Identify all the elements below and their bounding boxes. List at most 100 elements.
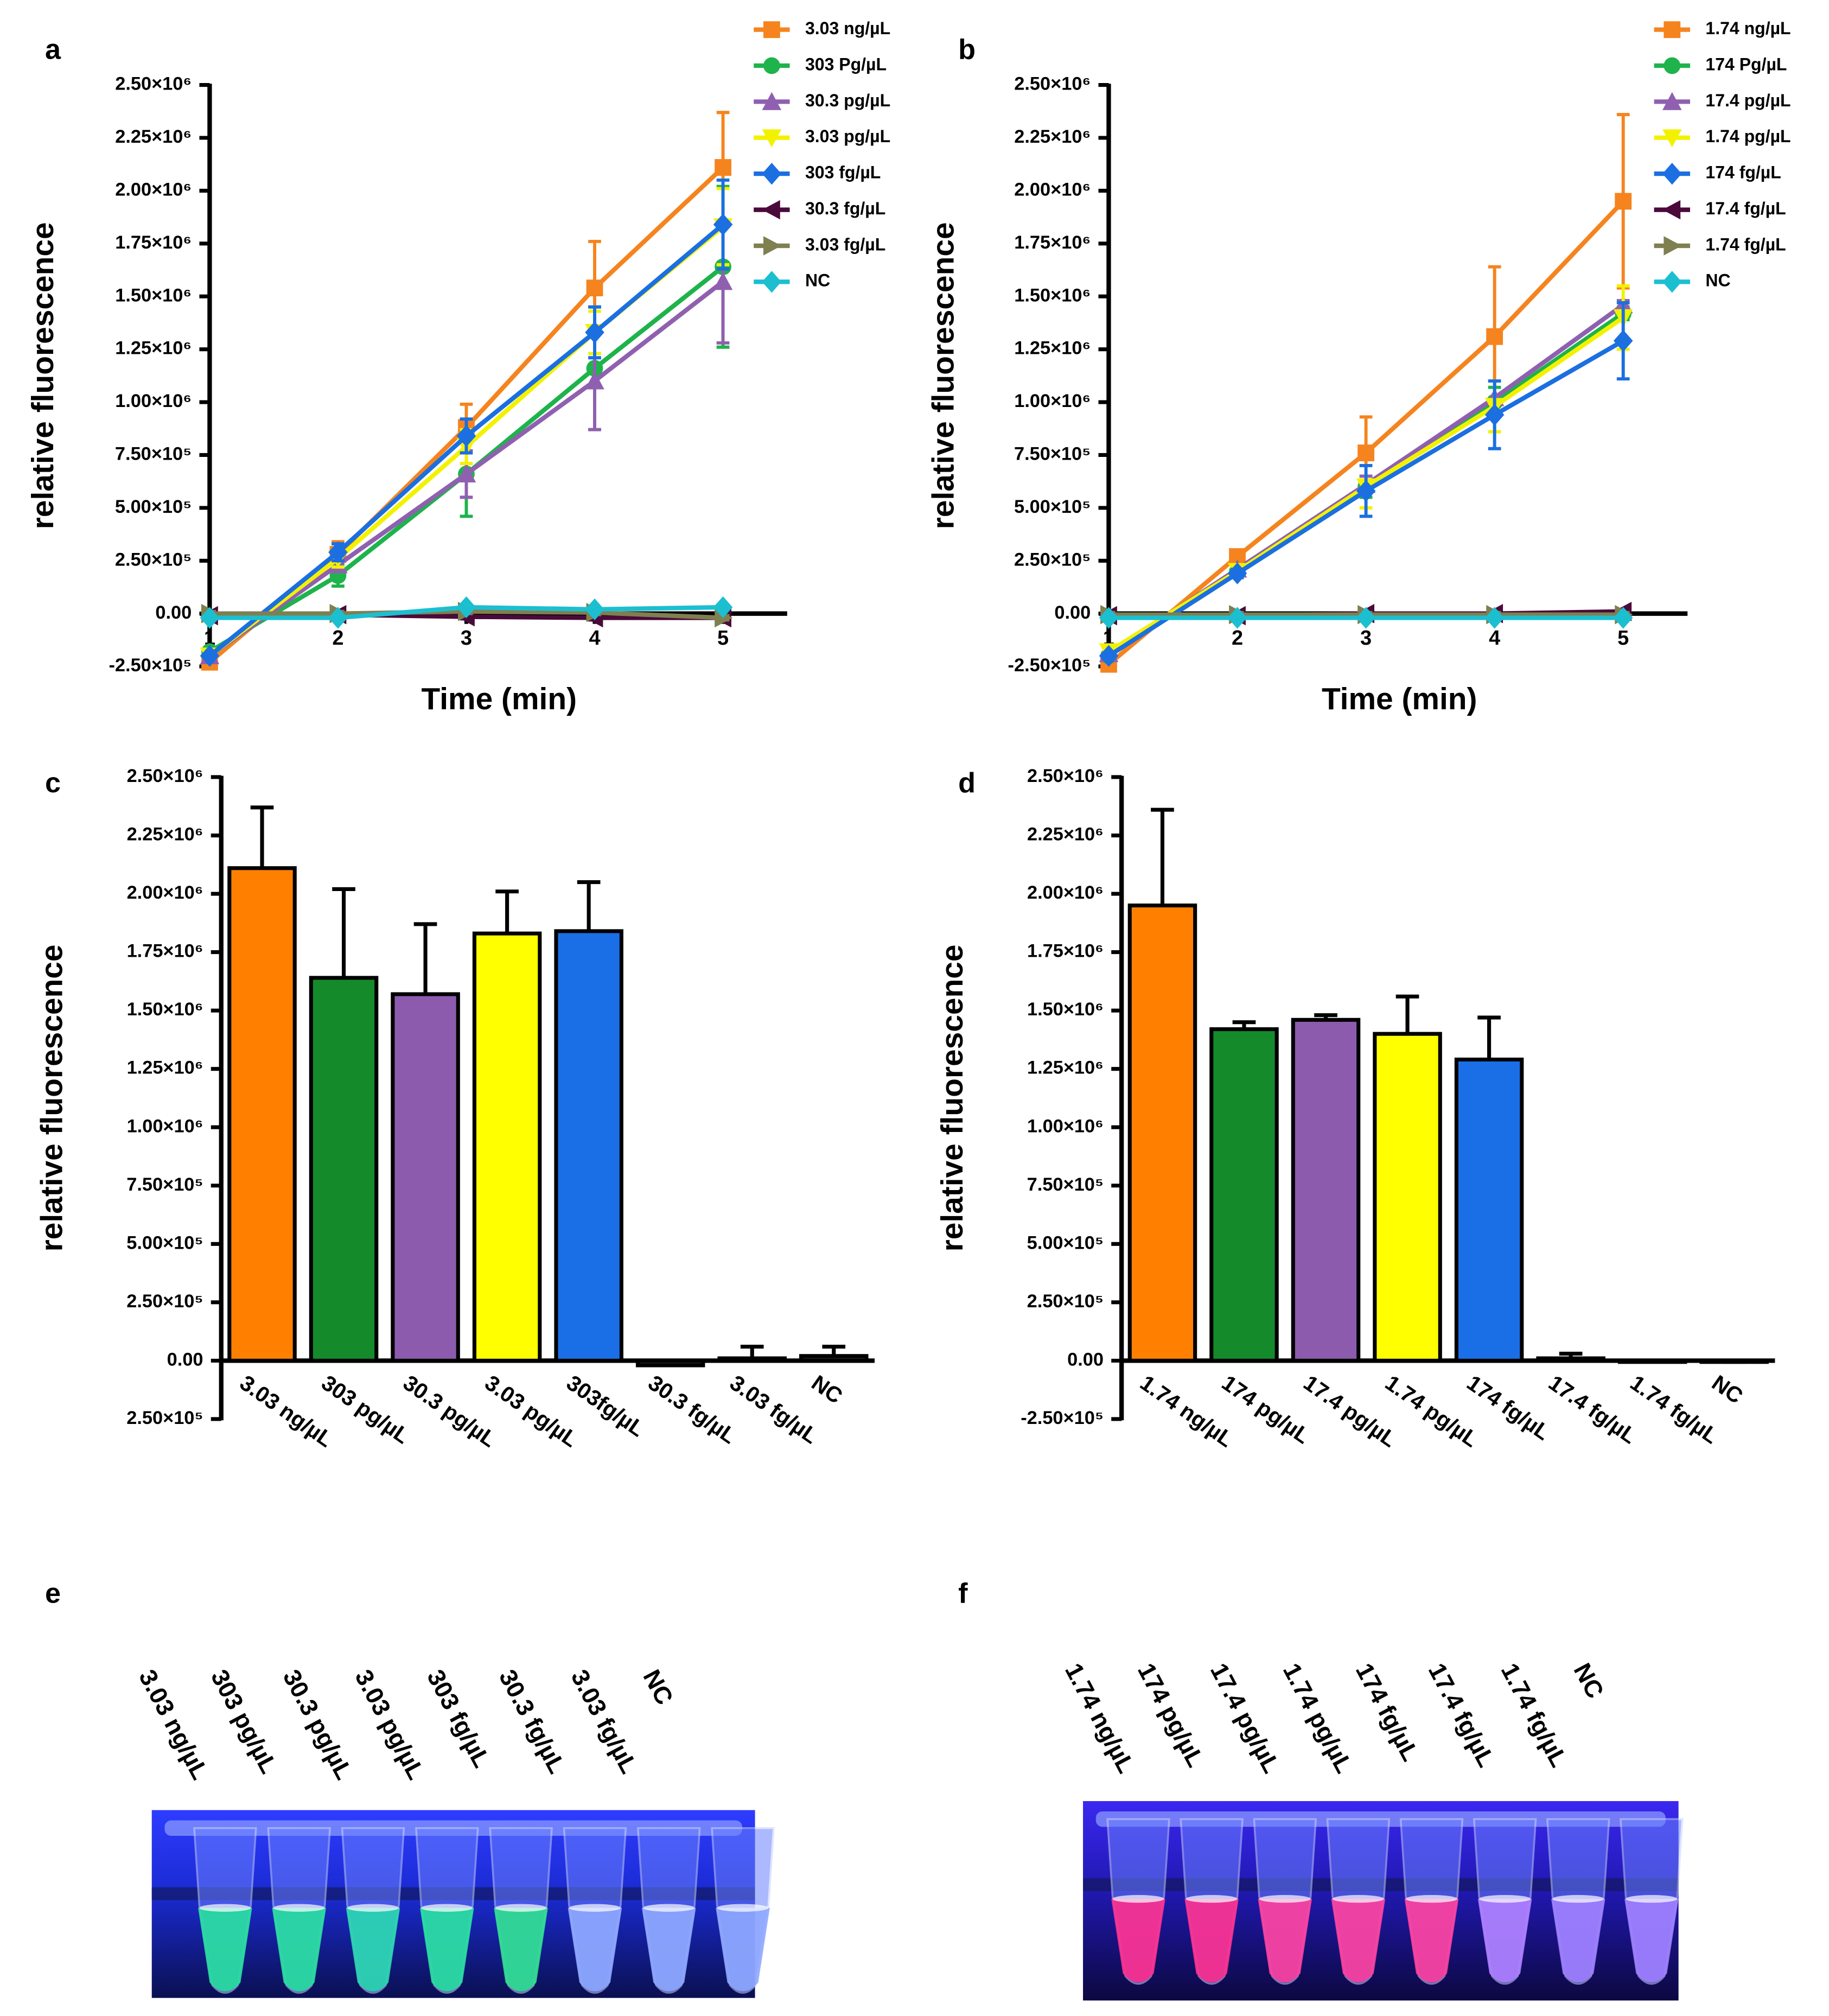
marker — [763, 236, 782, 256]
y-tick-label: 2.25×10⁶ — [1014, 126, 1091, 147]
bar — [635, 1358, 705, 1368]
marker — [1662, 163, 1682, 185]
marker — [1227, 562, 1247, 584]
tube-label: 3.03 fg/µL — [566, 1665, 643, 1778]
marker — [762, 271, 782, 293]
tube-meniscus — [1406, 1895, 1457, 1903]
marker — [328, 541, 348, 563]
marker — [586, 279, 603, 297]
y-axis-title: relative fluorescence — [26, 222, 60, 529]
error-bar — [332, 887, 355, 978]
legend-label: 303 fg/µL — [805, 163, 881, 182]
y-tick-label: 2.50×10⁵ — [115, 549, 192, 570]
tube-meniscus — [1552, 1895, 1604, 1903]
y-tick-label: 5.00×10⁵ — [115, 497, 192, 517]
y-tick-label: 1.75×10⁶ — [1014, 232, 1091, 253]
y-tick-label: 2.00×10⁶ — [1027, 882, 1104, 903]
marker — [1662, 92, 1682, 110]
bar — [554, 929, 623, 1363]
tube-label: 1.74 pg/µL — [1278, 1658, 1359, 1777]
y-tick-label: 1.75×10⁶ — [127, 941, 203, 962]
tube-label: 1.74 fg/µL — [1496, 1658, 1573, 1771]
y-tick-label: -2.50×10⁵ — [1008, 655, 1091, 676]
marker — [1664, 57, 1681, 74]
marker — [713, 272, 733, 290]
y-tick-label: 2.50×10⁶ — [115, 74, 192, 94]
marker — [200, 607, 220, 629]
bar — [799, 1354, 869, 1363]
error-bar — [1395, 994, 1419, 1034]
x-tick-label: 3 — [461, 627, 472, 650]
marker — [1099, 607, 1119, 629]
marker — [762, 163, 782, 185]
tube-meniscus — [569, 1904, 621, 1912]
y-tick-label: 2.25×10⁶ — [115, 126, 192, 147]
legend-label: 174 fg/µL — [1705, 163, 1781, 182]
y-axis-title: relative fluorescence — [926, 222, 960, 529]
tube-liquid — [1624, 1899, 1679, 1983]
tube-liquid — [568, 1907, 622, 1992]
marker — [1099, 645, 1119, 667]
marker — [1613, 329, 1633, 352]
tube-label: 174 fg/µL — [1350, 1658, 1425, 1765]
tube-meniscus — [199, 1904, 251, 1912]
legend-label: 3.03 fg/µL — [805, 234, 885, 254]
tube-label: 30.3 fg/µL — [494, 1665, 571, 1778]
tube-meniscus — [347, 1904, 399, 1912]
tube-liquid — [1331, 1899, 1386, 1983]
tube-meniscus — [1479, 1895, 1531, 1903]
y-tick-label: 0.00 — [1054, 602, 1091, 623]
y-tick-label: 2.50×10⁵ — [1014, 549, 1091, 570]
y-tick-label: 1.25×10⁶ — [1027, 1058, 1104, 1078]
y-tick-label: 1.25×10⁶ — [1014, 338, 1091, 359]
tube-label: 3.03 pg/µL — [349, 1665, 430, 1784]
y-tick-label: 0.00 — [1067, 1349, 1104, 1370]
bar — [1127, 904, 1197, 1363]
tube-label: 303 pg/µL — [206, 1665, 283, 1778]
y-tick-label: 1.25×10⁶ — [127, 1058, 203, 1078]
tube-liquid — [420, 1907, 474, 1992]
marker — [763, 21, 780, 39]
tube-label: 17.4 pg/µL — [1205, 1658, 1286, 1777]
tube-meniscus — [421, 1904, 473, 1912]
y-tick-label: 2.50×10⁶ — [127, 766, 203, 786]
tube-liquid — [1258, 1899, 1312, 1983]
x-tick-label: 4 — [589, 627, 600, 650]
y-tick-label: -2.50×10⁵ — [1021, 1408, 1104, 1428]
x-tick-label: 3.03 fg/µL — [725, 1370, 823, 1448]
y-tick-label: 7.50×10⁵ — [115, 444, 192, 465]
marker — [1662, 271, 1682, 293]
y-axis-title: relative fluorescence — [935, 944, 970, 1251]
marker — [715, 159, 731, 176]
y-tick-label: 5.00×10⁵ — [126, 1232, 203, 1253]
y-tick-label: 1.00×10⁶ — [1027, 1116, 1104, 1136]
bar — [472, 931, 542, 1363]
tube-label: 17.4 fg/µL — [1423, 1658, 1501, 1771]
tube-liquid — [272, 1907, 326, 1992]
marker — [763, 57, 780, 74]
marker — [1613, 607, 1633, 629]
bar — [309, 976, 379, 1363]
tube-liquid — [494, 1907, 548, 1992]
error-bar — [1151, 807, 1174, 906]
tube-label: NC — [1569, 1658, 1610, 1702]
tube-liquid — [1111, 1899, 1165, 1983]
x-tick-label: NC — [1707, 1370, 1747, 1408]
tube-liquid — [346, 1907, 400, 1992]
x-tick-label: 1.74 fg/µL — [1626, 1370, 1723, 1448]
tube-meniscus — [1626, 1895, 1678, 1903]
marker — [1227, 607, 1247, 629]
y-tick-label: 1.50×10⁶ — [127, 999, 203, 1020]
marker — [713, 213, 733, 236]
y-tick-label: 2.50×10⁵ — [126, 1408, 203, 1428]
legend-label: NC — [1705, 271, 1730, 290]
x-tick-label: 5 — [717, 627, 729, 650]
y-tick-label: 5.00×10⁵ — [1027, 1232, 1104, 1253]
legend-label: 1.74 pg/µL — [1705, 126, 1790, 146]
marker — [200, 645, 220, 667]
y-tick-label: 2.00×10⁶ — [1014, 179, 1091, 200]
y-tick-label: 1.75×10⁶ — [115, 232, 192, 253]
legend-label: 1.74 fg/µL — [1705, 234, 1786, 254]
y-tick-label: 1.50×10⁶ — [1014, 285, 1091, 306]
